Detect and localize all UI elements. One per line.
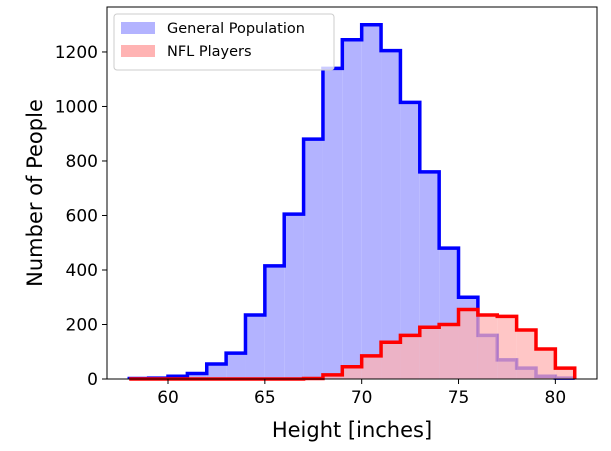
bar-nfl-players	[497, 316, 517, 379]
x-tick-label: 75	[448, 388, 470, 408]
bar-general-population	[303, 139, 323, 379]
bar-nfl-players	[439, 324, 459, 379]
y-axis: 0 200 400 600 800 1000 1200	[55, 43, 107, 390]
bar-nfl-players	[477, 314, 498, 379]
bar-nfl-players	[400, 335, 420, 379]
bar-general-population	[226, 353, 246, 379]
bar-general-population	[187, 373, 207, 379]
legend-swatch-general-population	[121, 22, 155, 34]
bar-general-population	[245, 314, 265, 379]
legend: General Population NFL Players	[113, 13, 335, 71]
legend-label-general-population: General Population	[167, 21, 305, 37]
bar-nfl-players	[361, 355, 382, 379]
y-tick-label: 200	[66, 315, 98, 335]
bar-general-population	[342, 39, 362, 379]
plot-area	[127, 22, 577, 381]
bar-nfl-players	[535, 349, 556, 379]
x-tick-label: 65	[254, 388, 276, 408]
bar-nfl-players	[342, 366, 362, 379]
y-tick-label: 1200	[55, 43, 98, 63]
y-tick-label: 0	[87, 370, 98, 390]
y-tick-label: 1000	[55, 97, 98, 117]
bar-general-population	[322, 68, 343, 380]
x-axis: 60 65 70 75 80	[157, 379, 566, 408]
y-tick-label: 400	[66, 261, 98, 281]
y-tick-label: 800	[66, 152, 98, 172]
legend-box	[113, 13, 335, 71]
bar-nfl-players	[458, 309, 478, 379]
bar-nfl-players	[419, 327, 440, 379]
bar-nfl-players	[381, 342, 401, 379]
bar-general-population	[206, 364, 227, 379]
bar-general-population	[284, 214, 304, 379]
y-tick-label: 600	[66, 206, 98, 226]
bar-general-population	[361, 24, 382, 379]
bar-nfl-players	[516, 329, 536, 379]
bar-nfl-players	[322, 374, 343, 379]
x-tick-label: 80	[545, 388, 567, 408]
legend-swatch-nfl-players	[121, 45, 155, 57]
x-tick-label: 60	[157, 388, 179, 408]
bar-nfl-players	[555, 368, 575, 379]
bar-general-population	[381, 50, 401, 379]
x-tick-label: 70	[351, 388, 373, 408]
axes-frame	[106, 6, 598, 380]
bar-general-population	[400, 102, 420, 379]
bar-general-population	[264, 265, 285, 379]
x-axis-label: Height [inches]	[272, 418, 432, 442]
legend-label-nfl-players: NFL Players	[167, 44, 252, 60]
y-axis-label: Number of People	[23, 99, 47, 287]
